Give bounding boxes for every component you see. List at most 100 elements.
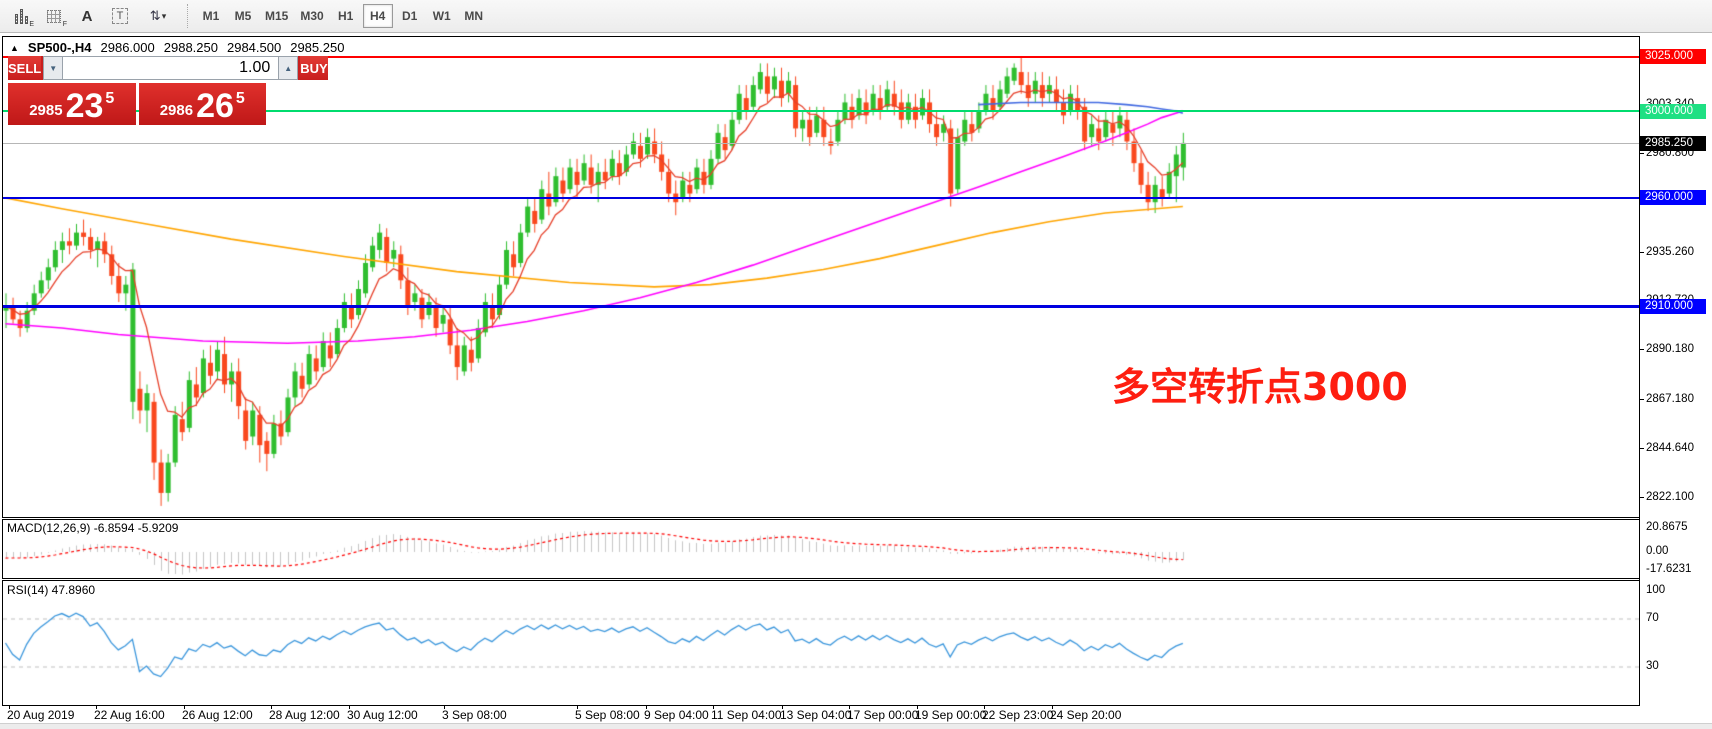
rsi-canvas[interactable] xyxy=(3,581,1639,705)
time-tick-mark xyxy=(713,705,714,709)
time-tick-mark xyxy=(271,705,272,709)
sort-arrows-icon: ⇅ xyxy=(149,8,161,23)
price-tick-mark xyxy=(1640,448,1644,450)
toolbar: E F A T ⇅ ▾ M1 M5 M15 M30 H1 H4 D1 W1 MN xyxy=(0,0,1712,33)
price-tick-mark xyxy=(1640,349,1644,351)
time-axis-label: 24 Sep 20:00 xyxy=(1050,708,1122,722)
time-tick-mark xyxy=(984,705,985,709)
symbol-timeframe-label: SP500-,H4 xyxy=(27,40,92,55)
time-axis-label: 5 Sep 08:00 xyxy=(575,708,640,722)
timeframe-button-w1[interactable]: W1 xyxy=(432,9,451,23)
price-level-badge: 3000.000 xyxy=(1640,103,1706,119)
timeframe-button-mn[interactable]: MN xyxy=(464,9,484,23)
grid-sub-label: F xyxy=(62,21,67,28)
macd-axis-max: 20.8675 xyxy=(1646,521,1688,533)
open-price: 2986.000 xyxy=(100,40,155,55)
buy-price-tile[interactable]: 2986 26 5 xyxy=(138,83,266,126)
rsi-axis-30: 30 xyxy=(1646,660,1659,672)
price-tick-mark xyxy=(1640,497,1644,499)
price-chart-canvas[interactable] xyxy=(3,37,1639,517)
price-level-badge: 3025.000 xyxy=(1640,49,1706,65)
time-tick-mark xyxy=(782,705,783,709)
timeframe-button-m15[interactable]: M15 xyxy=(265,9,289,23)
label-tool-icon[interactable]: A xyxy=(72,4,102,28)
timeframe-button-m30[interactable]: M30 xyxy=(300,9,324,23)
time-tick-mark xyxy=(444,705,445,709)
time-axis-label: 19 Sep 00:00 xyxy=(915,708,987,722)
price-tick-label: 2935.260 xyxy=(1646,245,1694,258)
price-tick-mark xyxy=(1640,152,1644,154)
macd-canvas[interactable] xyxy=(3,520,1639,578)
timeframe-button-m5[interactable]: M5 xyxy=(234,9,252,23)
chevron-down-icon: ▾ xyxy=(161,10,167,21)
rsi-axis-100: 100 xyxy=(1646,584,1666,596)
time-tick-mark xyxy=(917,705,918,709)
volume-increase-button[interactable]: ▲ xyxy=(278,56,299,80)
price-tick-mark xyxy=(1640,251,1644,253)
time-tick-mark xyxy=(9,705,10,709)
buy-price-big-digits: 26 xyxy=(196,87,234,126)
grid-icon xyxy=(47,9,61,23)
volume-input[interactable] xyxy=(63,56,279,80)
toolbar-separator xyxy=(187,4,188,28)
sell-price-pip-sup: 5 xyxy=(105,90,115,107)
timeframe-bar: M1 M5 M15 M30 H1 H4 D1 W1 MN xyxy=(196,4,489,28)
price-tick-label: 2844.640 xyxy=(1646,442,1694,455)
window-bottom-strip xyxy=(0,723,1712,729)
grid-tool-icon[interactable]: F xyxy=(39,4,69,28)
text-tool-icon[interactable]: T xyxy=(105,4,135,28)
time-tick-mark xyxy=(184,705,185,709)
sell-price-prefix: 2985 xyxy=(29,102,63,119)
time-tick-mark xyxy=(849,705,850,709)
buy-price-prefix: 2986 xyxy=(159,102,194,119)
timeframe-button-m1[interactable]: M1 xyxy=(202,9,220,23)
time-tick-mark xyxy=(349,705,350,709)
collapse-triangle-icon[interactable]: ▲ xyxy=(10,42,19,53)
time-axis-label: 17 Sep 00:00 xyxy=(847,708,919,722)
sell-price-tile[interactable]: 2985 23 5 xyxy=(8,83,136,125)
text-box-icon: T xyxy=(112,8,128,24)
time-axis-label: 22 Aug 16:00 xyxy=(94,708,165,722)
price-tick-label: 2822.100 xyxy=(1646,491,1694,504)
price-tick-label: 2890.180 xyxy=(1646,343,1694,356)
time-tick-mark xyxy=(577,705,578,709)
macd-axis-zero: 0.00 xyxy=(1646,545,1669,557)
time-tick-mark xyxy=(96,705,97,709)
time-axis-label: 11 Sep 04:00 xyxy=(711,708,782,722)
time-axis-label: 13 Sep 04:00 xyxy=(780,708,852,722)
sort-tool-icon[interactable]: ⇅ ▾ xyxy=(138,4,178,28)
price-tick-label: 2867.180 xyxy=(1646,393,1694,406)
price-level-badge: 2985.250 xyxy=(1640,135,1706,151)
low-price: 2984.500 xyxy=(226,40,282,55)
time-axis-label: 26 Aug 12:00 xyxy=(182,708,253,722)
timeframe-button-h4[interactable]: H4 xyxy=(362,4,393,28)
candlestick-icon xyxy=(14,8,28,24)
close-price: 2985.250 xyxy=(290,40,345,55)
macd-axis-min: -17.6231 xyxy=(1646,563,1692,575)
macd-label: MACD(12,26,9) -6.8594 -5.9209 xyxy=(7,521,179,535)
letter-a-icon: A xyxy=(81,7,93,25)
time-axis-label: 9 Sep 04:00 xyxy=(644,708,709,722)
time-axis-label: 30 Aug 12:00 xyxy=(347,708,418,722)
time-axis-label: 20 Aug 2019 xyxy=(7,708,75,722)
timeframe-button-d1[interactable]: D1 xyxy=(402,9,418,23)
one-click-trade-panel: SELL ▼ ▲ BUY 2985 23 5 2986 26 5 xyxy=(8,56,328,126)
time-tick-mark xyxy=(646,705,647,709)
high-price: 2988.250 xyxy=(163,40,218,55)
rsi-axis-70: 70 xyxy=(1646,612,1659,624)
price-level-badge: 2910.000 xyxy=(1640,298,1706,314)
price-axis-border xyxy=(1639,36,1640,706)
chart-style-icon[interactable]: E xyxy=(6,4,36,28)
rsi-label: RSI(14) 47.8960 xyxy=(7,583,96,597)
time-axis-label: 22 Sep 23:00 xyxy=(982,708,1054,722)
volume-stepper: ▼ ▲ xyxy=(41,56,301,82)
timeframe-button-h1[interactable]: H1 xyxy=(338,9,354,23)
time-axis: 20 Aug 2019 22 Aug 16:00 26 Aug 12:00 28 Au… xyxy=(2,705,1639,723)
buy-button[interactable]: BUY xyxy=(300,56,328,82)
sell-price-big-digits: 23 xyxy=(65,87,104,126)
sell-button[interactable]: SELL xyxy=(8,56,42,82)
price-tick-mark xyxy=(1640,399,1644,401)
time-axis-label: 3 Sep 08:00 xyxy=(442,708,507,722)
volume-decrease-button[interactable]: ▼ xyxy=(43,56,64,80)
